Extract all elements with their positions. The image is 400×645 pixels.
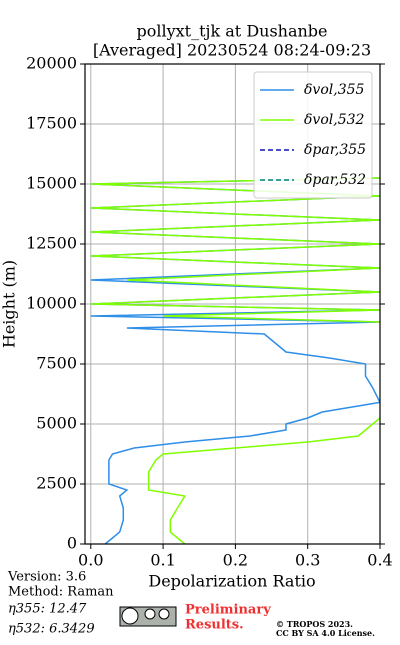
y-axis-label: Height (m) bbox=[0, 260, 19, 348]
x-tick-label: 0.1 bbox=[150, 551, 175, 570]
copyright: © TROPOS 2023. bbox=[276, 619, 353, 629]
profile-line bbox=[90, 177, 380, 544]
x-tick-label: 0.2 bbox=[223, 551, 248, 570]
eta355: η355: 12.47 bbox=[8, 602, 87, 617]
results: Results. bbox=[185, 618, 244, 633]
chart-title: pollyxt_tjk at Dushanbe bbox=[136, 22, 327, 41]
y-tick-label: 17500 bbox=[26, 114, 77, 133]
method: Method: Raman bbox=[8, 585, 114, 600]
y-tick-label: 12500 bbox=[26, 234, 77, 253]
y-tick-label: 20000 bbox=[26, 54, 77, 73]
version: Version: 3.6 bbox=[7, 570, 86, 585]
legend-label: δpar,532 bbox=[304, 172, 366, 188]
y-tick-label: 2500 bbox=[36, 474, 77, 493]
eta532: η532: 6.3429 bbox=[8, 622, 95, 637]
preliminary: Preliminary bbox=[185, 603, 271, 618]
x-axis-label: Depolarization Ratio bbox=[148, 572, 315, 591]
legend-box bbox=[253, 71, 373, 199]
y-tick-label: 15000 bbox=[26, 174, 77, 193]
y-tick-label: 10000 bbox=[26, 294, 77, 313]
legend-label: δpar,355 bbox=[304, 142, 366, 158]
legend-label: δvol,532 bbox=[304, 112, 365, 128]
x-tick-label: 0.0 bbox=[78, 551, 103, 570]
legend-label: δvol,355 bbox=[304, 82, 365, 98]
y-tick-label: 7500 bbox=[36, 354, 77, 373]
chart-subtitle: [Averaged] 20230524 08:24-09:23 bbox=[93, 41, 371, 60]
license: CC BY SA 4.0 License. bbox=[276, 628, 375, 638]
y-tick-label: 5000 bbox=[36, 414, 77, 433]
cc-logo bbox=[119, 606, 177, 627]
x-tick-label: 0.4 bbox=[367, 551, 392, 570]
y-tick-label: 0 bbox=[67, 534, 77, 553]
x-tick-label: 0.3 bbox=[295, 551, 320, 570]
